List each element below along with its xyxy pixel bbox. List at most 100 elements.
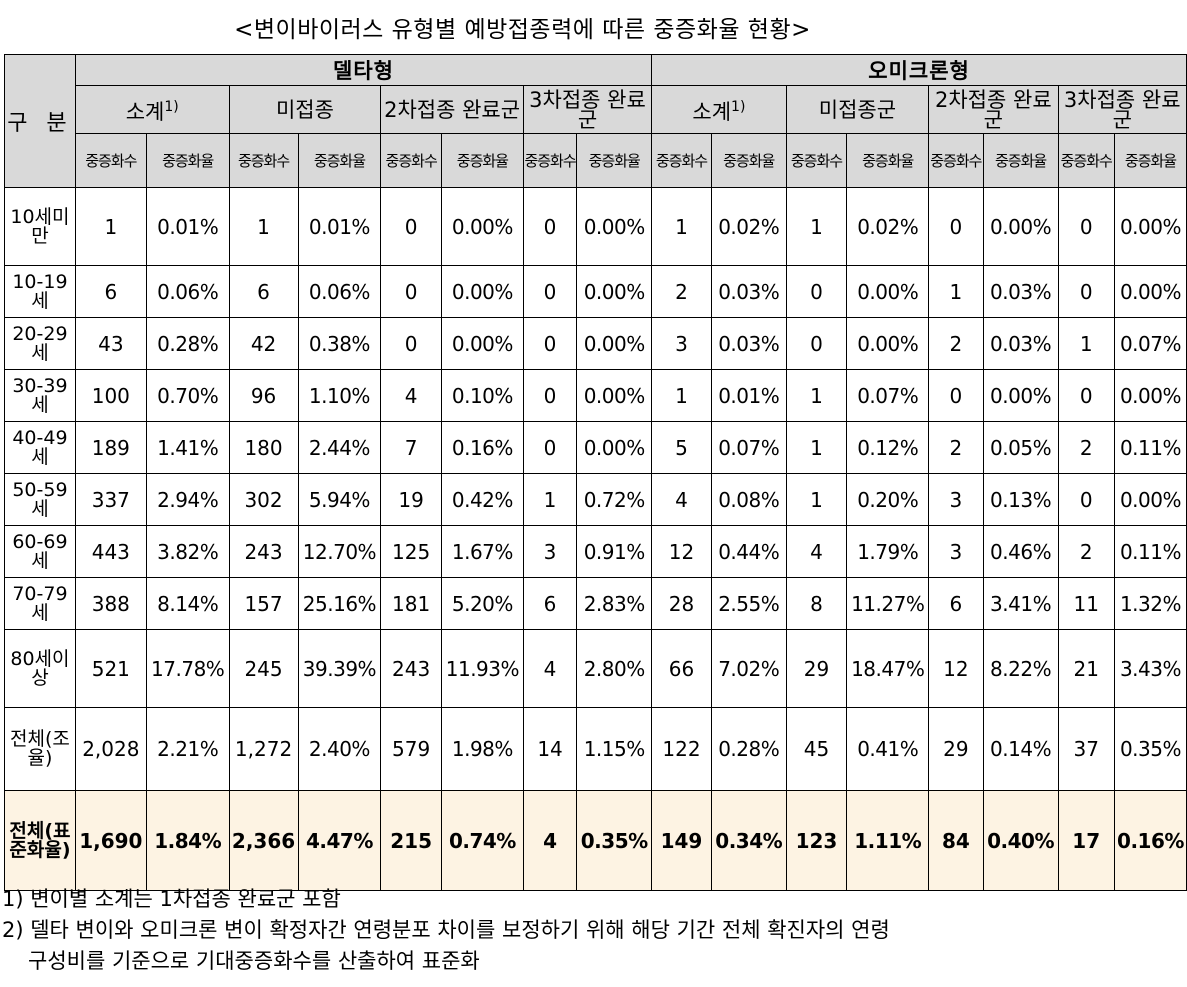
severity-rate-cell: 0.13% <box>982 473 1059 526</box>
severity-rate-cell: 0.02% <box>710 187 787 266</box>
severe-cases-cell: 4 <box>785 525 848 578</box>
age-group-label: 전체(조율) <box>4 707 76 791</box>
table-row: 10-19세 6 0.06% 6 0.06% 0 0.00% 0 0.00% 2 0.03% 0 0.0… <box>4 265 1187 318</box>
severity-rate-cell: 2.83% <box>576 577 653 630</box>
severity-rate-cell: 8.22% <box>982 629 1059 708</box>
severity-rate-cell: 0.12% <box>846 421 930 474</box>
severe-cases-cell: 29 <box>785 629 848 708</box>
severe-cases-cell: 96 <box>228 369 299 422</box>
group-label: 미접종군 <box>818 97 897 122</box>
severity-rate-cell: 3.41% <box>982 577 1059 630</box>
omicron-header: 오미크론형 <box>651 54 1187 86</box>
severity-rate-cell: 17.78% <box>145 629 230 708</box>
severe-cases-cell: 1,690 <box>74 790 147 891</box>
severity-rate-cell: 18.47% <box>846 629 930 708</box>
severity-rate-cell: 2.44% <box>297 421 382 474</box>
severe-cases-cell: 1 <box>74 187 147 266</box>
severity-rate-cell: 0.72% <box>576 473 653 526</box>
severity-rate-cell: 0.40% <box>982 790 1059 891</box>
severe-cases-cell: 19 <box>380 473 442 526</box>
group-label: 2차접종 완료군 <box>384 97 521 122</box>
delta-group-header: 2차접종 완료군 <box>380 85 524 134</box>
table-row: 전체(조율) 2,028 2.21% 1,272 2.40% 579 1.98% 14 1.15… <box>4 707 1187 791</box>
delta-header: 델타형 <box>74 54 653 86</box>
severity-rate-cell: 0.35% <box>1113 707 1187 791</box>
sub-header-cases: 중증화수 <box>785 133 848 188</box>
severity-rate-cell: 0.00% <box>846 265 930 318</box>
severe-cases-cell: 245 <box>228 629 299 708</box>
severity-rate-cell: 3.82% <box>145 525 230 578</box>
age-group-label: 80세이상 <box>4 629 76 708</box>
severe-cases-cell: 122 <box>651 707 712 791</box>
severity-rate-cell: 5.94% <box>297 473 382 526</box>
severe-cases-cell: 443 <box>74 525 147 578</box>
table-row: 전체(표준화율) 1,690 1.84% 2,366 4.47% 215 0.74% 4 0.3… <box>4 790 1187 891</box>
group-label: 미접종 <box>275 97 334 122</box>
severity-rate-cell: 0.44% <box>710 525 787 578</box>
severity-rate-cell: 0.14% <box>982 707 1059 791</box>
severity-rate-cell: 0.91% <box>576 525 653 578</box>
age-group-label: 60-69세 <box>4 525 76 578</box>
severity-rate-cell: 0.00% <box>982 369 1059 422</box>
severe-cases-cell: 2 <box>1057 421 1115 474</box>
severe-cases-cell: 3 <box>651 317 712 370</box>
sub-header-rate: 중증화율 <box>440 133 524 188</box>
severity-rate-cell: 1.79% <box>846 525 930 578</box>
age-group-label: 30-39세 <box>4 369 76 422</box>
severe-cases-cell: 2,366 <box>228 790 299 891</box>
severe-cases-cell: 2,028 <box>74 707 147 791</box>
age-group-label: 전체(표준화율) <box>4 790 76 891</box>
severity-rate-cell: 0.28% <box>710 707 787 791</box>
severity-rate-cell: 0.00% <box>576 317 653 370</box>
severe-cases-cell: 100 <box>74 369 147 422</box>
severe-cases-cell: 337 <box>74 473 147 526</box>
severe-cases-cell: 45 <box>785 707 848 791</box>
severe-cases-cell: 0 <box>928 369 984 422</box>
table-row: 60-69세 443 3.82% 243 12.70% 125 1.67% 3 0.91% 12 0… <box>4 525 1187 578</box>
severe-cases-cell: 1 <box>785 187 848 266</box>
severe-cases-cell: 243 <box>380 629 442 708</box>
delta-group-header: 3차접종 완료군 <box>522 85 653 134</box>
severity-rate-cell: 0.03% <box>982 317 1059 370</box>
footnote-marker: 1) <box>731 99 746 115</box>
severe-cases-cell: 17 <box>1057 790 1115 891</box>
sub-header-cases: 중증화수 <box>228 133 299 188</box>
severity-rate-cell: 11.93% <box>440 629 524 708</box>
omicron-group-header: 미접종군 <box>785 85 930 134</box>
severe-cases-cell: 11 <box>1057 577 1115 630</box>
table-row: 40-49세 189 1.41% 180 2.44% 7 0.16% 0 0.00% 5 0.07%… <box>4 421 1187 474</box>
severity-rate-cell: 0.00% <box>1113 369 1187 422</box>
severity-rate-cell: 0.20% <box>846 473 930 526</box>
severe-cases-cell: 4 <box>651 473 712 526</box>
severe-cases-cell: 1 <box>651 187 712 266</box>
severity-rate-cell: 0.07% <box>846 369 930 422</box>
group-label: 2차접종 완료군 <box>935 87 1052 132</box>
severity-rate-cell: 0.28% <box>145 317 230 370</box>
age-group-label: 40-49세 <box>4 421 76 474</box>
severity-rate-cell: 0.00% <box>576 369 653 422</box>
severe-cases-cell: 21 <box>1057 629 1115 708</box>
sub-header-cases: 중증화수 <box>522 133 578 188</box>
severity-rate-cell: 0.00% <box>576 421 653 474</box>
severity-rate-cell: 0.06% <box>297 265 382 318</box>
severe-cases-cell: 123 <box>785 790 848 891</box>
severity-rate-cell: 1.15% <box>576 707 653 791</box>
severity-rate-cell: 0.08% <box>710 473 787 526</box>
severe-cases-cell: 3 <box>928 525 984 578</box>
age-group-label: 20-29세 <box>4 317 76 370</box>
omicron-group-header: 3차접종 완료군 <box>1057 85 1187 134</box>
footnote-2-continued: 구성비를 기준으로 기대중증화수를 산출하여 표준화 <box>28 949 480 973</box>
table-row: 30-39세 100 0.70% 96 1.10% 4 0.10% 0 0.00% 1 0.01% 1… <box>4 369 1187 422</box>
severe-cases-cell: 42 <box>228 317 299 370</box>
severity-rate-cell: 0.11% <box>1113 525 1187 578</box>
table-row: 20-29세 43 0.28% 42 0.38% 0 0.00% 0 0.00% 3 0.03% 0 0… <box>4 317 1187 370</box>
severe-cases-cell: 4 <box>522 790 578 891</box>
severity-rate-cell: 0.00% <box>440 187 524 266</box>
severe-cases-cell: 6 <box>522 577 578 630</box>
table-row: 70-79세 388 8.14% 157 25.16% 181 5.20% 6 2.83% 28 2… <box>4 577 1187 630</box>
severe-cases-cell: 28 <box>651 577 712 630</box>
severe-cases-cell: 579 <box>380 707 442 791</box>
severe-cases-cell: 215 <box>380 790 442 891</box>
severity-rate-cell: 1.11% <box>846 790 930 891</box>
severity-rate-cell: 0.10% <box>440 369 524 422</box>
